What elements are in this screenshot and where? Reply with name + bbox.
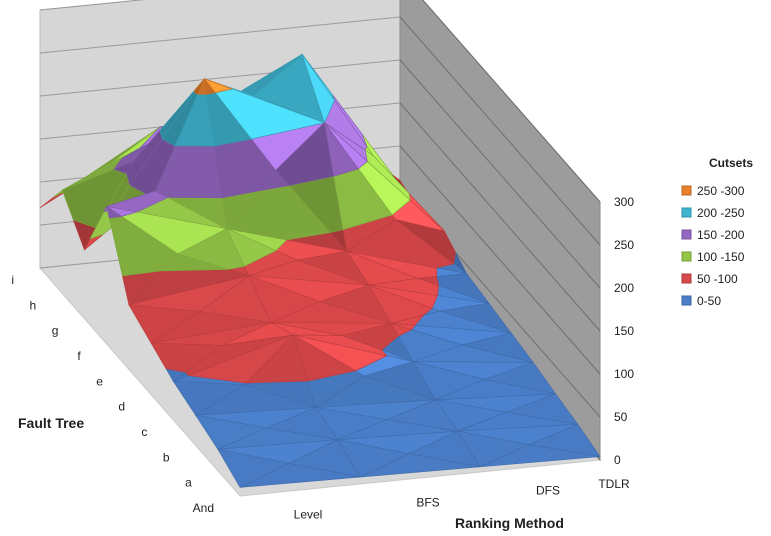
legend-swatch (681, 207, 692, 218)
surface-facet (390, 322, 413, 337)
legend-swatch (681, 185, 692, 196)
legend-label: 150 -200 (697, 228, 745, 242)
legend-label: 100 -150 (697, 250, 745, 264)
surface-facet (108, 216, 179, 277)
surface-facet (324, 122, 359, 177)
y-tick-label: g (52, 324, 59, 338)
y-tick-label: And (193, 501, 214, 515)
x-tick-label: TDLR (598, 477, 630, 491)
back-gridline (39, 0, 146, 11)
y-tick-label: d (118, 400, 125, 414)
surface-facet (226, 228, 277, 267)
surface-facet (106, 205, 123, 219)
side-gridline (399, 16, 601, 246)
x-tick-label: Level (294, 508, 323, 522)
legend-label: 0-50 (697, 294, 721, 308)
y-tick-label: b (163, 450, 170, 464)
side-gridline (399, 145, 601, 375)
y-tick-label: a (185, 476, 192, 490)
surface-plot (39, 53, 601, 488)
surface-facet (239, 463, 361, 488)
y-axis-title: Fault Tree (18, 415, 84, 431)
surface-facet (257, 169, 290, 192)
legend-swatch (681, 251, 692, 262)
z-axis-ticks: 0 50 100 150 200 250 300 (614, 195, 634, 467)
z-tick-label: 50 (614, 410, 628, 424)
side-gridline (399, 102, 601, 332)
side-gridline (399, 59, 601, 289)
back-gridline (39, 16, 401, 54)
y-tick-label: e (96, 374, 103, 388)
y-tick-label: f (77, 349, 81, 363)
legend-swatch (681, 229, 692, 240)
z-tick-label: 100 (614, 367, 634, 381)
legend-label: 50 -100 (697, 272, 738, 286)
legend: Cutsets 250 -300 200 -250 150 -200 100 -150… (681, 156, 753, 308)
surface-facet (292, 334, 357, 382)
surface-facet (214, 138, 276, 199)
x-tick-label: DFS (536, 484, 560, 498)
z-tick-label: 300 (614, 195, 634, 209)
y-tick-label: i (11, 273, 14, 287)
surface-facet (479, 444, 601, 468)
z-tick-label: 250 (614, 238, 634, 252)
legend-swatch (681, 295, 692, 306)
side-gridline (422, 0, 601, 203)
x-axis-title: Ranking Method (455, 515, 564, 531)
z-tick-label: 150 (614, 324, 634, 338)
legend-title: Cutsets (709, 156, 753, 170)
legend-label: 200 -250 (697, 206, 745, 220)
legend-label: 250 -300 (697, 184, 745, 198)
surface-facet (359, 453, 481, 478)
surface-facet (160, 253, 229, 272)
x-tick-label: BFS (416, 496, 439, 510)
y-tick-label: h (30, 298, 37, 312)
x-axis-ticks: Level BFS DFS TDLR (294, 477, 630, 522)
y-tick-label: c (141, 425, 147, 439)
back-gridline (39, 59, 401, 97)
z-tick-label: 0 (614, 453, 621, 467)
surface-facet (203, 77, 216, 95)
z-tick-label: 200 (614, 281, 634, 295)
surface-facet (301, 54, 335, 124)
legend-swatch (681, 273, 692, 284)
